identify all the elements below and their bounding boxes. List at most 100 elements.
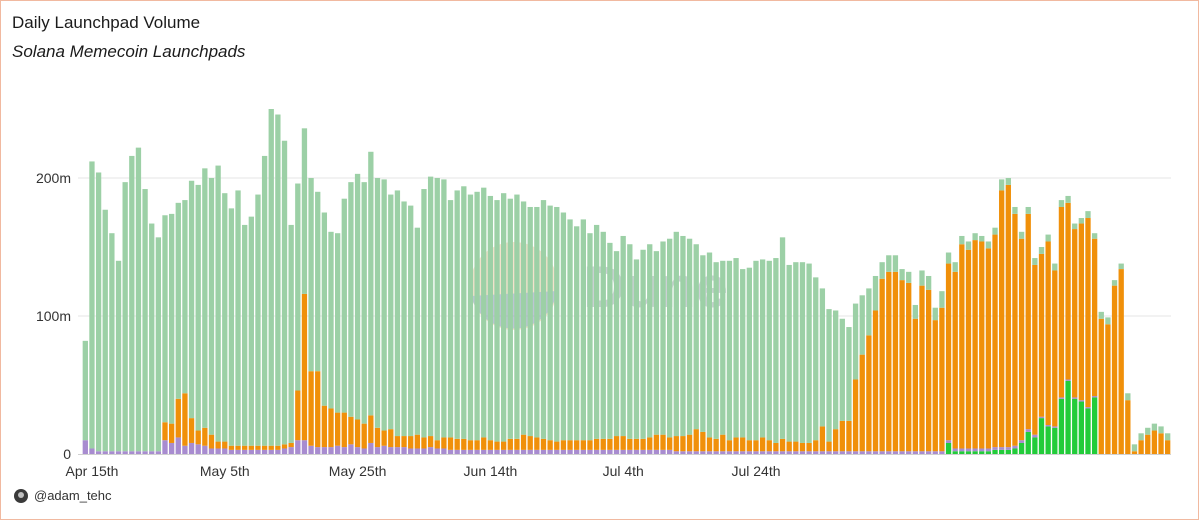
bar-pale-green xyxy=(1052,263,1058,271)
bar-purple xyxy=(1078,400,1085,402)
bar-pale-green xyxy=(481,187,487,438)
bar-pale-green xyxy=(228,208,235,446)
bar-orange xyxy=(985,248,992,449)
bar-purple xyxy=(414,448,420,454)
bar-orange xyxy=(554,441,560,450)
bar-purple xyxy=(1018,440,1025,443)
bar-orange xyxy=(348,416,354,445)
bar-purple xyxy=(1052,426,1058,428)
bar-purple xyxy=(786,451,792,454)
bar-orange xyxy=(786,441,792,452)
bar-pale-green xyxy=(494,200,500,442)
bar-bright-green xyxy=(992,449,998,454)
bar-pale-green xyxy=(1025,206,1031,214)
bar-bright-green xyxy=(1091,397,1098,454)
bar-pale-green xyxy=(653,251,660,435)
bar-purple xyxy=(833,451,839,454)
bar-pale-green xyxy=(89,161,95,449)
bar-purple xyxy=(567,449,573,454)
bar-pale-green xyxy=(600,231,606,439)
bar-pale-green xyxy=(354,173,361,420)
bar-purple xyxy=(819,451,826,454)
bar-orange xyxy=(613,436,620,450)
bar-orange xyxy=(952,271,958,449)
bar-pale-green xyxy=(334,233,341,413)
bar-bright-green xyxy=(959,451,965,454)
bar-purple xyxy=(773,451,779,454)
bar-pale-green xyxy=(892,255,899,272)
bar-pale-green xyxy=(786,264,792,442)
bar-pale-green xyxy=(1058,200,1065,207)
bar-pale-green xyxy=(700,255,706,432)
bar-pale-green xyxy=(501,193,507,442)
bar-bright-green xyxy=(979,451,985,454)
bar-pale-green xyxy=(1105,317,1111,325)
bar-purple xyxy=(129,451,135,454)
bar-orange xyxy=(341,412,347,448)
bar-pale-green xyxy=(560,212,567,441)
bar-purple xyxy=(321,447,328,454)
bar-purple xyxy=(759,451,766,454)
bar-purple xyxy=(633,449,640,454)
bar-pale-green xyxy=(434,178,440,441)
bar-pale-green xyxy=(766,260,772,441)
bar-pale-green xyxy=(773,258,779,443)
bar-orange xyxy=(673,436,679,452)
bar-pale-green xyxy=(813,277,819,441)
bar-pale-green xyxy=(188,180,195,419)
bar-purple xyxy=(155,451,162,454)
bar-purple xyxy=(607,449,613,454)
bar-purple xyxy=(779,451,786,454)
bar-bright-green xyxy=(1058,398,1065,454)
bar-orange xyxy=(374,427,381,448)
bar-pale-green xyxy=(1091,233,1098,239)
bar-bright-green xyxy=(1032,437,1038,454)
bar-orange xyxy=(979,241,985,449)
bar-purple xyxy=(408,448,414,454)
bar-pale-green xyxy=(1158,426,1164,434)
bar-pale-green xyxy=(647,244,653,438)
bar-purple xyxy=(514,449,520,454)
bar-purple xyxy=(813,451,819,454)
bar-orange xyxy=(620,436,626,450)
bar-purple xyxy=(1065,379,1071,381)
bar-purple xyxy=(467,449,474,454)
bar-purple xyxy=(527,449,533,454)
bar-orange xyxy=(713,438,719,452)
bar-orange xyxy=(793,441,799,452)
bar-purple xyxy=(899,451,905,454)
bar-pale-green xyxy=(95,172,102,452)
bar-orange xyxy=(1091,238,1098,397)
bar-purple xyxy=(95,451,102,454)
bar-purple xyxy=(268,449,274,454)
bar-purple xyxy=(255,449,261,454)
bar-orange xyxy=(992,234,998,448)
bar-orange xyxy=(527,436,533,450)
bar-purple xyxy=(308,445,314,454)
bar-purple xyxy=(142,451,148,454)
y-tick-label: 100m xyxy=(36,308,71,324)
bar-purple xyxy=(972,448,978,452)
bar-purple xyxy=(965,448,972,452)
bar-purple xyxy=(952,448,958,452)
bar-pale-green xyxy=(82,340,88,441)
bar-bright-green xyxy=(985,451,992,454)
bar-pale-green xyxy=(680,235,686,437)
bar-orange xyxy=(494,441,500,450)
bar-purple xyxy=(1032,434,1038,438)
bar-orange xyxy=(1111,285,1118,454)
bar-pale-green xyxy=(932,307,938,321)
bar-pale-green xyxy=(534,206,540,438)
bar-pale-green xyxy=(1125,393,1131,401)
bar-pale-green xyxy=(693,244,699,430)
bar-purple xyxy=(673,451,679,454)
bar-orange xyxy=(872,310,879,452)
bar-purple xyxy=(846,451,852,454)
bar-purple xyxy=(733,451,739,454)
bar-orange xyxy=(833,429,839,452)
bar-pale-green xyxy=(1111,280,1118,286)
bar-purple xyxy=(700,451,706,454)
bar-purple xyxy=(560,449,567,454)
bar-pale-green xyxy=(673,231,679,437)
bar-purple xyxy=(202,445,208,454)
